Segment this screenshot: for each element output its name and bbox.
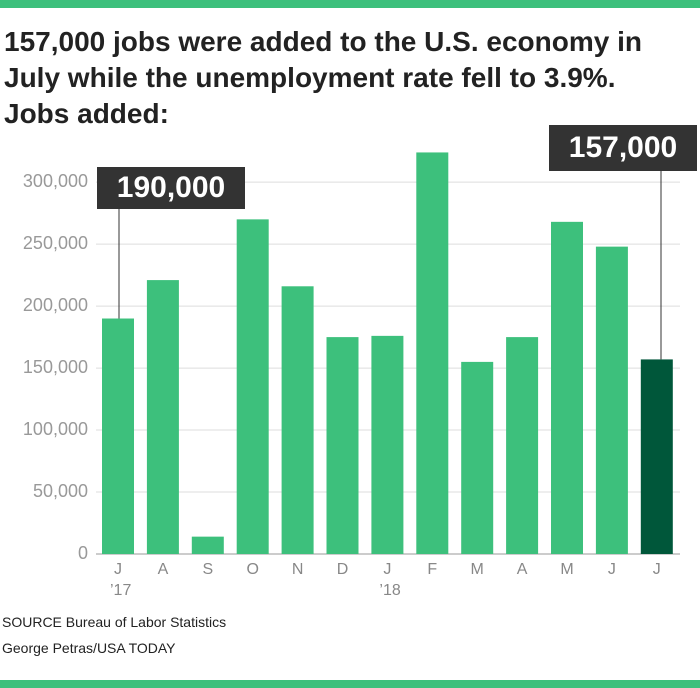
y-tick-label: 250,000 (23, 233, 88, 253)
y-tick-label: 50,000 (33, 481, 88, 501)
x-tick-label: J (114, 561, 122, 578)
source: SOURCE Bureau of Labor Statistics (2, 614, 227, 630)
x-tick-label: N (292, 561, 304, 578)
x-tick-label: M (560, 561, 573, 578)
callout-box (549, 125, 697, 171)
x-tick-label: J (653, 561, 661, 578)
bar (102, 318, 134, 554)
x-tick-label: J (608, 561, 616, 578)
y-tick-label: 150,000 (23, 357, 88, 377)
x-tick-label: J (383, 561, 391, 578)
x-tick-label: F (427, 561, 437, 578)
bar (595, 246, 628, 554)
x-tick-label: S (202, 561, 213, 578)
x-tick-label: M (471, 561, 484, 578)
bar (281, 286, 314, 554)
y-tick-label: 200,000 (23, 295, 88, 315)
bar (191, 536, 224, 554)
bar (506, 337, 539, 554)
top-stripe (0, 0, 700, 8)
y-tick-label: 300,000 (23, 171, 88, 191)
bar (640, 359, 673, 554)
x-tick-label: A (158, 561, 169, 578)
callout-box (97, 167, 245, 209)
x-tick-label: A (517, 561, 528, 578)
bar (326, 337, 359, 554)
bar (461, 361, 494, 554)
chart-title: 157,000 jobs were added to the U.S. econ… (4, 26, 642, 129)
x-tick-label: D (337, 561, 349, 578)
bar (146, 280, 179, 554)
bottom-stripe (0, 680, 700, 688)
x-tick-label: O (246, 561, 258, 578)
x-sublabel: ’17 (110, 582, 131, 599)
value-label: 190,000 (117, 171, 225, 204)
bar (551, 221, 583, 555)
credit: George Petras/USA TODAY (2, 640, 176, 656)
value-label: 157,000 (569, 131, 677, 164)
bar (236, 219, 269, 554)
bar (416, 152, 449, 554)
x-sublabel: ’18 (379, 582, 400, 599)
bar (371, 335, 404, 554)
y-tick-label: 0 (78, 543, 88, 563)
y-tick-label: 100,000 (23, 419, 88, 439)
